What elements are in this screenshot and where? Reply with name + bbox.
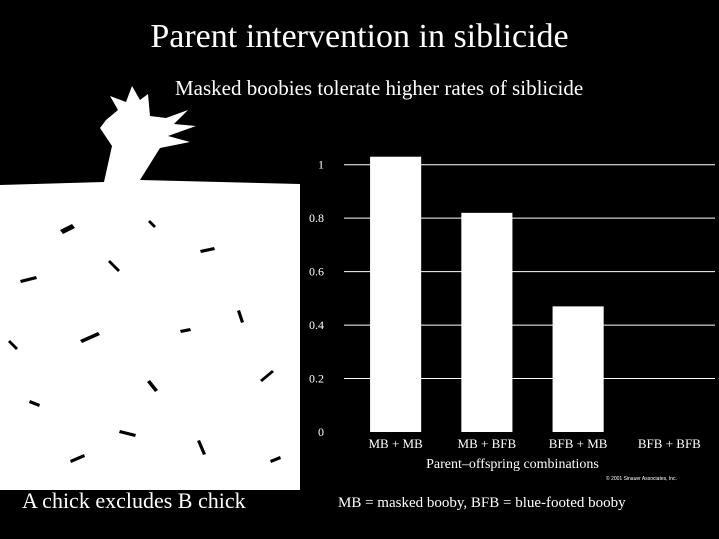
y-tick-label: 0.8 (309, 211, 324, 225)
x-tick-label: BFB + MB (549, 436, 608, 451)
bar-chart: 0 0.2 0.4 0.6 0.8 1 MB + MB MB + BFB BFB + MB BFB… (279, 138, 715, 472)
bar (552, 306, 604, 432)
bar (370, 156, 422, 432)
abbreviation-footnote: MB = masked booby, BFB = blue-footed boo… (338, 495, 626, 511)
slide-title: Parent intervention in siblicide (150, 18, 569, 55)
x-tick-label: MB + BFB (458, 436, 517, 451)
y-tick-label: 0.2 (309, 372, 324, 386)
photo-caption: A chick excludes B chick (22, 488, 246, 513)
booby-chick-photo (0, 86, 300, 490)
slide-subtitle: Masked boobies tolerate higher rates of … (175, 76, 584, 100)
y-tick-label: 0.4 (309, 318, 324, 332)
x-tick-label: MB + MB (368, 436, 423, 451)
x-tick-label: BFB + BFB (638, 436, 701, 451)
y-tick-label: 0.6 (309, 265, 324, 279)
y-axis-label: Proportion of early siblicides (279, 212, 294, 375)
copyright-credit: © 2001 Sinauer Associates, Inc. (606, 476, 677, 482)
bar (461, 212, 513, 432)
x-axis-label: Parent–offspring combinations (426, 457, 599, 472)
y-tick-label: 1 (318, 158, 324, 172)
y-tick-label: 0 (318, 425, 324, 439)
